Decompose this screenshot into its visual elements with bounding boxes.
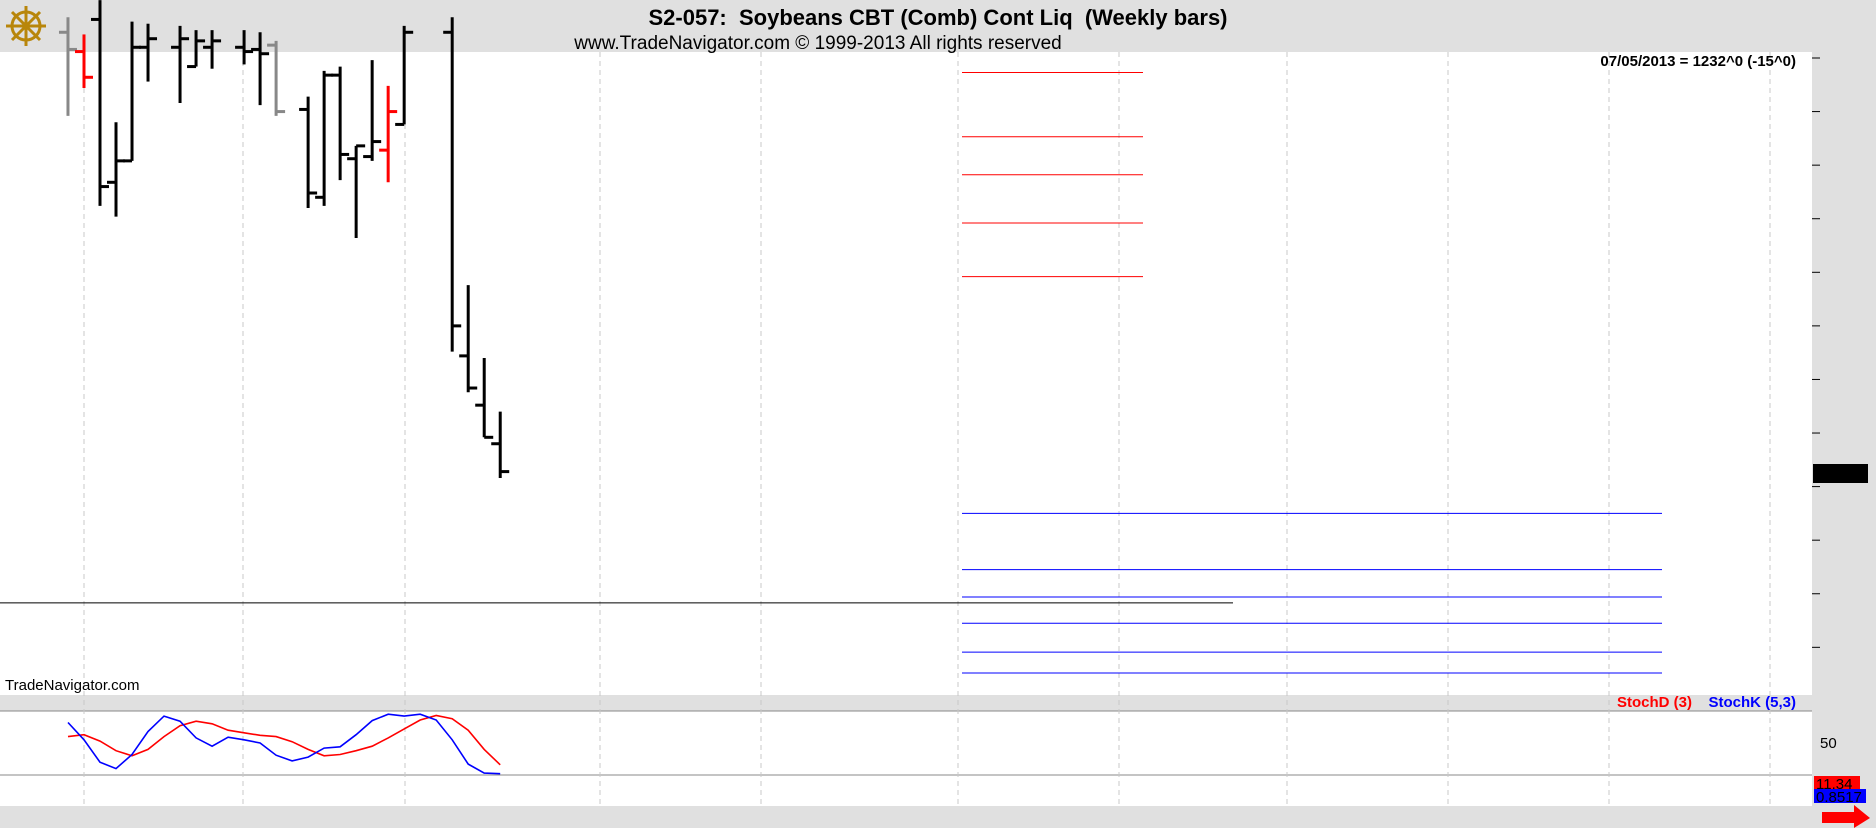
- levels-layer: [0, 71, 1662, 674]
- ohlc-bar: [379, 85, 398, 183]
- stochd-value-tag: 11.34: [1816, 776, 1852, 793]
- ohlc-bar: [395, 25, 414, 126]
- axis-labels-layer: [1812, 57, 1820, 648]
- ohlc-bar: [363, 60, 382, 161]
- ohlc-bar: [459, 285, 478, 393]
- ship-wheel-logo-icon: [6, 6, 46, 46]
- price-plot-area: [0, 52, 1812, 695]
- stoch-plot-area: [0, 711, 1812, 806]
- ohlc-bar: [171, 25, 190, 104]
- chart-title: S2-057: Soybeans CBT (Comb) Cont Liq (We…: [648, 5, 1227, 30]
- price-bars-layer: [58, 0, 510, 479]
- stochk-legend: StochK (5,3): [1708, 694, 1796, 711]
- ohlc-bar: [235, 30, 254, 65]
- ohlc-bar: [443, 17, 462, 352]
- stoch-tick-50: 50: [1820, 735, 1837, 752]
- ohlc-bar: [299, 96, 318, 209]
- stochd-value-tag-bg: [1814, 776, 1860, 790]
- scroll-right-arrow-icon[interactable]: [1822, 805, 1870, 828]
- ohlc-bar: [491, 411, 510, 479]
- stochk-value-tag-bg: [1814, 789, 1866, 803]
- chart-subtitle: www.TradeNavigator.com © 1999-2013 All r…: [573, 33, 1061, 54]
- ohlc-bar: [251, 32, 270, 106]
- stochk-value-tag: 0.8517: [1816, 789, 1862, 806]
- stochd-legend: StochD (3): [1617, 694, 1692, 711]
- ohlc-bar: [203, 30, 222, 69]
- last-price-tag-bg: [1813, 464, 1868, 483]
- ohlc-bar: [475, 358, 494, 439]
- ohlc-bar: [267, 40, 286, 116]
- ohlc-bar: [58, 17, 77, 116]
- stochastic-layer: [67, 713, 501, 775]
- watermark: TradeNavigator.com: [5, 677, 140, 694]
- ohlc-bar: [347, 144, 366, 239]
- ohlc-bar: [187, 30, 206, 69]
- ohlc-bar: [74, 34, 93, 89]
- ohlc-bar: [91, 0, 109, 206]
- ohlc-bar: [139, 23, 158, 82]
- last-price-tag: 1232^0: [1815, 466, 1864, 483]
- info-line: 07/05/2013 = 1232^0 (-15^0): [1600, 53, 1796, 70]
- ohlc-bar: [331, 66, 350, 181]
- stochk-line: [67, 713, 501, 775]
